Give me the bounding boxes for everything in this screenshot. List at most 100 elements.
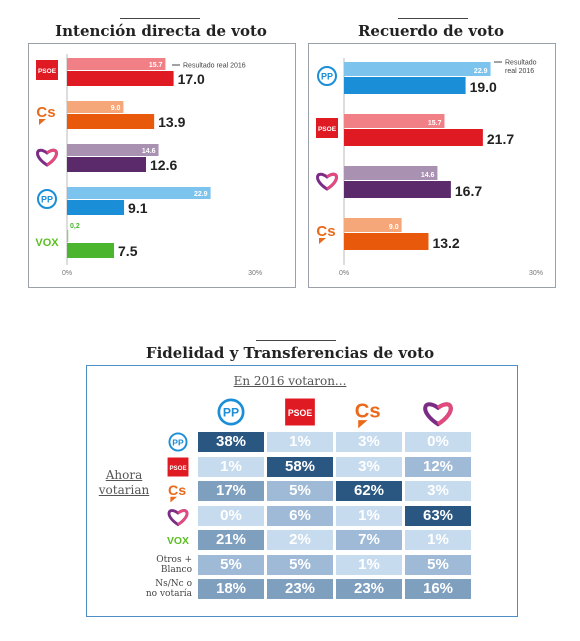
bar-2016-vox — [67, 230, 69, 242]
label-2016-podemos: 14.6 — [142, 148, 156, 155]
pp-logo-0-3 — [37, 189, 57, 209]
bar-current-pp — [67, 200, 125, 215]
pp-logo-text-0-3: PP — [41, 195, 53, 205]
heat-cell-pp-cs: 3% — [336, 432, 402, 452]
chart-title-recuerdo: Recuerdo de voto — [357, 22, 505, 40]
bar-2016-psoe — [67, 58, 166, 70]
cs-logo-mark-row-2 — [170, 496, 178, 503]
axis-min-label-0: 0% — [62, 270, 72, 277]
heat-cell-vox-podemos: 1% — [405, 530, 471, 550]
row-header-line2: votarian — [98, 483, 150, 497]
podemos-heart-accent-0-2 — [46, 148, 58, 167]
heat-cell-otros-blanco-pp: 5% — [198, 555, 264, 575]
heat-cell-psoe-psoe: 58% — [267, 457, 333, 477]
heat-cell-pp-pp: 38% — [198, 432, 264, 452]
heat-cell-pp-podemos: 0% — [405, 432, 471, 452]
cs-logo-col-2: Cs — [355, 400, 381, 422]
heat-cell-podemos-pp: 0% — [198, 506, 264, 526]
chart-title-fidelidad: Fidelidad y Transferencias de voto — [145, 344, 435, 362]
bar-current-psoe — [344, 129, 483, 146]
bar-2016-podemos — [67, 144, 159, 156]
heat-row-label-5-line-0: Otros + — [156, 555, 192, 565]
psoe-logo-0-0 — [36, 60, 58, 80]
psoe-logo-text-1-1: PSOE — [318, 126, 337, 133]
label-current-podemos: 16.7 — [455, 183, 482, 199]
bar-current-cs — [344, 233, 429, 250]
psoe-logo-text-col-1: PSOE — [288, 408, 313, 418]
heat-row-label-6-line-1: no votaría — [145, 589, 192, 599]
heat-cell-otros-blanco-cs: 1% — [336, 555, 402, 575]
heat-cell-ns-nc-o-no-votar-a-cs: 23% — [336, 579, 402, 599]
pp-logo-text-1-0: PP — [321, 72, 333, 82]
legend-text-intencion: Resultado real 2016 — [183, 63, 246, 70]
heat-cell-pp-psoe: 1% — [267, 432, 333, 452]
bar-2016-pp — [344, 62, 491, 76]
legend-text-recuerdo-1: Resultado — [505, 60, 537, 67]
row-header-line1: Ahora — [105, 468, 143, 482]
heat-cell-otros-blanco-podemos: 5% — [405, 555, 471, 575]
podemos-heart-accent-row-3 — [177, 509, 189, 526]
heatmap-column-header: En 2016 votaron... — [233, 374, 347, 388]
bar-current-psoe — [67, 71, 174, 86]
bar-charts: 0% 30% 15.7 17.0 PSOE 9.0 13.9 Cs 14.6 12.6 22.9 9.… — [35, 54, 543, 277]
psoe-logo-col-1 — [285, 398, 315, 426]
bar-2016-pp — [67, 187, 211, 199]
bar-chart-0: 0% 30% 15.7 17.0 PSOE 9.0 13.9 Cs 14.6 12.6 22.9 9.… — [35, 54, 262, 277]
label-current-psoe: 17.0 — [178, 71, 205, 87]
bar-chart-1: 0% 30% 22.9 19.0 PP 15.7 21.7 PSOE 14.6 16.7 9.0 13… — [316, 58, 543, 277]
heat-cell-otros-blanco-psoe: 5% — [267, 555, 333, 575]
label-current-psoe: 21.7 — [487, 131, 514, 147]
label-2016-psoe: 15.7 — [428, 120, 442, 127]
heat-row-label-5: Otros + Blanco — [92, 555, 192, 575]
cs-logo-mark-0-1 — [39, 119, 46, 125]
label-2016-cs: 9.0 — [389, 224, 399, 231]
label-current-cs: 13.9 — [158, 114, 185, 130]
heat-cell-cs-podemos: 3% — [405, 481, 471, 501]
psoe-logo-1-1 — [316, 118, 338, 138]
heat-cell-vox-pp: 21% — [198, 530, 264, 550]
podemos-heart-accent-1-2 — [326, 172, 338, 191]
vox-logo-row-4: VOX — [167, 536, 189, 547]
cs-logo-1-3: Cs — [316, 223, 335, 240]
vox-logo-0-4: VOX — [35, 237, 59, 249]
label-current-pp: 9.1 — [128, 200, 148, 216]
cs-logo-row-2: Cs — [168, 483, 186, 499]
heat-cell-cs-cs: 62% — [336, 481, 402, 501]
title-rule-right — [398, 18, 468, 19]
heat-row-label-6-line-0: Ns/Nc o — [155, 579, 192, 589]
label-2016-pp: 22.9 — [474, 68, 488, 75]
heat-row-label-6: Ns/Nc o no votaría — [92, 579, 192, 599]
heat-cell-cs-pp: 17% — [198, 481, 264, 501]
heat-cell-podemos-podemos: 63% — [405, 506, 471, 526]
heat-cell-ns-nc-o-no-votar-a-psoe: 23% — [267, 579, 333, 599]
label-2016-cs: 9.0 — [111, 105, 121, 112]
heat-cell-cs-psoe: 5% — [267, 481, 333, 501]
heat-cell-psoe-cs: 3% — [336, 457, 402, 477]
pp-logo-1-0 — [317, 66, 337, 86]
label-2016-vox: 0,2 — [70, 223, 80, 230]
label-current-vox: 7.5 — [118, 243, 138, 259]
pp-logo-text-col-0: PP — [223, 406, 239, 420]
cs-logo-mark-1-3 — [319, 238, 326, 244]
label-2016-podemos: 14.6 — [421, 172, 435, 179]
heat-row-label-5-line-1: Blanco — [160, 565, 192, 575]
pp-logo-col-0 — [217, 398, 245, 426]
title-rule-left — [120, 18, 200, 19]
axis-max-label-0: 30% — [248, 270, 262, 277]
cs-logo-mark-col-2 — [358, 420, 368, 429]
heat-cell-podemos-cs: 1% — [336, 506, 402, 526]
heat-cell-ns-nc-o-no-votar-a-podemos: 16% — [405, 579, 471, 599]
label-2016-psoe: 15.7 — [149, 62, 163, 69]
bar-2016-cs — [67, 101, 124, 113]
legend-note-intencion: Resultado real 2016 — [172, 63, 246, 70]
bar-current-vox — [67, 243, 115, 258]
psoe-logo-text-0-0: PSOE — [38, 68, 57, 75]
heat-cell-vox-psoe: 2% — [267, 530, 333, 550]
psoe-logo-text-row-1: PSOE — [169, 465, 186, 472]
label-current-podemos: 12.6 — [150, 157, 177, 173]
heatmap-row-header: Ahora votarian — [94, 468, 154, 498]
bar-current-podemos — [67, 157, 147, 172]
heat-cell-podemos-psoe: 6% — [267, 506, 333, 526]
